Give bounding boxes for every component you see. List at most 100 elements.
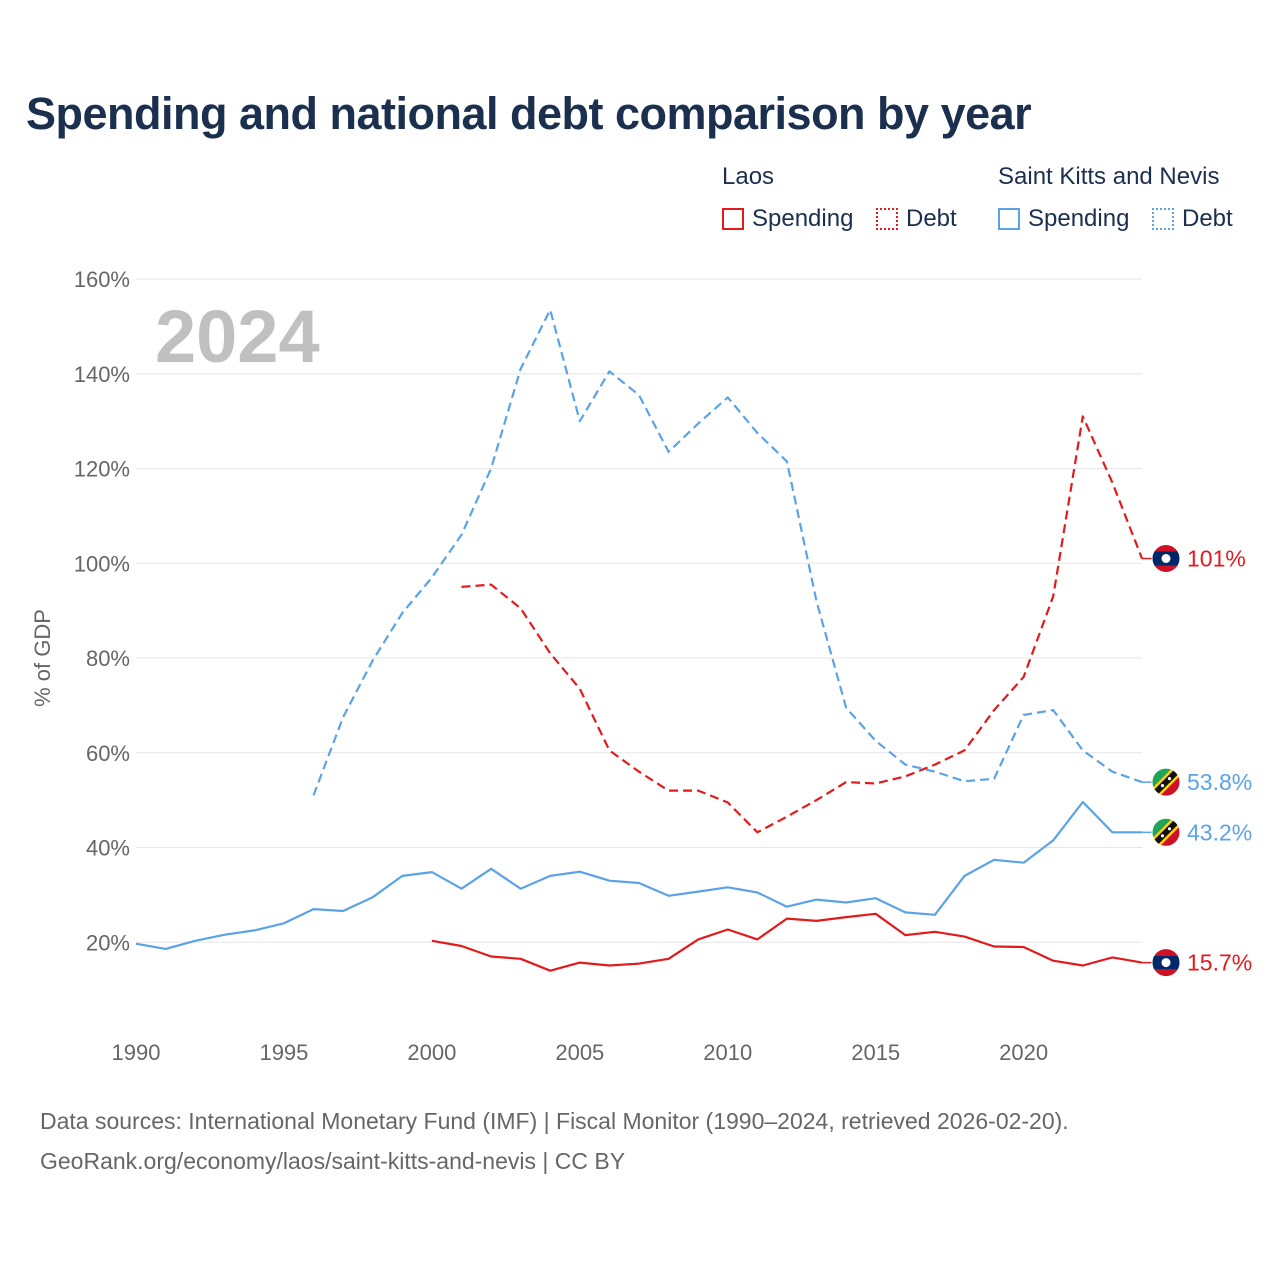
- data-point-saint-kitts-and-nevis-debt: [930, 767, 940, 777]
- data-point-laos-spending: [693, 934, 703, 944]
- data-point-saint-kitts-and-nevis-spending: [900, 907, 910, 917]
- y-tick-label: 60%: [86, 741, 130, 766]
- data-point-laos-debt: [634, 767, 644, 777]
- end-label-saint-kitts-and-nevis-spending: 43.2%: [1187, 819, 1252, 845]
- data-point-laos-spending: [989, 942, 999, 952]
- data-point-saint-kitts-and-nevis-spending: [575, 867, 585, 877]
- data-point-laos-spending: [486, 951, 496, 961]
- data-point-laos-debt: [516, 603, 526, 613]
- legend-swatch-laos-spending: [722, 208, 744, 230]
- data-point-saint-kitts-and-nevis-spending: [486, 864, 496, 874]
- data-point-laos-debt: [782, 812, 792, 822]
- data-point-saint-kitts-and-nevis-debt: [693, 418, 703, 428]
- data-point-saint-kitts-and-nevis-debt: [871, 736, 881, 746]
- data-point-saint-kitts-and-nevis-debt: [338, 712, 348, 722]
- data-point-laos-spending: [782, 914, 792, 924]
- data-point-laos-debt: [456, 582, 466, 592]
- end-label-laos-debt: 101%: [1187, 546, 1246, 572]
- legend-swatch-laos-debt: [876, 208, 898, 230]
- data-point-saint-kitts-and-nevis-spending: [516, 884, 526, 894]
- data-point-laos-debt: [930, 760, 940, 770]
- data-point-laos-debt: [723, 797, 733, 807]
- data-point-laos-debt: [545, 648, 555, 658]
- data-point-laos-debt: [486, 580, 496, 590]
- data-point-saint-kitts-and-nevis-spending: [161, 944, 171, 954]
- legend-item-skn-debt[interactable]: Debt: [1152, 204, 1233, 234]
- data-point-saint-kitts-and-nevis-spending: [812, 895, 822, 905]
- end-label-laos-spending: 15.7%: [1187, 950, 1252, 976]
- data-point-saint-kitts-and-nevis-debt: [989, 774, 999, 784]
- y-tick-label: 140%: [74, 362, 130, 387]
- data-point-saint-kitts-and-nevis-debt: [1137, 777, 1147, 787]
- data-point-saint-kitts-and-nevis-spending: [604, 876, 614, 886]
- data-point-laos-spending: [930, 927, 940, 937]
- data-point-laos-debt: [841, 777, 851, 787]
- data-point-laos-spending: [959, 932, 969, 942]
- data-point-laos-debt: [604, 745, 614, 755]
- data-point-saint-kitts-and-nevis-spending: [752, 888, 762, 898]
- data-point-saint-kitts-and-nevis-debt: [427, 572, 437, 582]
- data-point-saint-kitts-and-nevis-debt: [1107, 767, 1117, 777]
- data-point-laos-debt: [1137, 554, 1147, 564]
- data-point-laos-debt: [752, 827, 762, 837]
- data-point-saint-kitts-and-nevis-debt: [486, 464, 496, 474]
- data-point-laos-spending: [1048, 956, 1058, 966]
- series-line-laos-debt: [461, 415, 1144, 834]
- legend-item-laos-debt[interactable]: Debt: [876, 204, 957, 234]
- data-point-laos-debt: [664, 786, 674, 796]
- data-point-saint-kitts-and-nevis-debt: [959, 776, 969, 786]
- y-axis-label: % of GDP: [30, 609, 55, 707]
- data-point-laos-spending: [545, 966, 555, 976]
- data-point-laos-debt: [989, 705, 999, 715]
- footer-attribution[interactable]: GeoRank.org/economy/laos/saint-kitts-and…: [40, 1148, 626, 1174]
- x-tick-label: 2005: [555, 1040, 604, 1065]
- laos-flag-icon: [1151, 948, 1181, 978]
- data-point-saint-kitts-and-nevis-spending: [427, 867, 437, 877]
- legend-item-skn-spending[interactable]: Spending: [998, 204, 1129, 234]
- data-point-laos-debt: [812, 795, 822, 805]
- data-point-saint-kitts-and-nevis-spending: [456, 884, 466, 894]
- data-point-saint-kitts-and-nevis-debt: [575, 416, 585, 426]
- data-point-saint-kitts-and-nevis-debt: [752, 428, 762, 438]
- data-point-saint-kitts-and-nevis-spending: [309, 904, 319, 914]
- data-point-saint-kitts-and-nevis-debt: [723, 392, 733, 402]
- data-point-laos-debt: [575, 684, 585, 694]
- data-point-saint-kitts-and-nevis-debt: [397, 608, 407, 618]
- chart-title: Spending and national debt comparison by…: [26, 88, 1032, 139]
- series-line-saint-kitts-and-nevis-spending: [135, 800, 1142, 951]
- data-point-laos-spending: [456, 941, 466, 951]
- data-point-saint-kitts-and-nevis-debt: [634, 390, 644, 400]
- data-point-laos-debt: [900, 771, 910, 781]
- x-tick-label: 1995: [259, 1040, 308, 1065]
- data-point-saint-kitts-and-nevis-spending: [1107, 827, 1117, 837]
- data-point-laos-spending: [1078, 960, 1088, 970]
- data-point-saint-kitts-and-nevis-spending: [959, 871, 969, 881]
- data-point-laos-spending: [841, 912, 851, 922]
- y-tick-label: 80%: [86, 646, 130, 671]
- x-tick-label: 2010: [703, 1040, 752, 1065]
- data-point-saint-kitts-and-nevis-spending: [279, 918, 289, 928]
- data-point-saint-kitts-and-nevis-debt: [812, 596, 822, 606]
- data-point-saint-kitts-and-nevis-spending: [131, 939, 141, 949]
- legend-swatch-skn-spending: [998, 208, 1020, 230]
- data-point-laos-spending: [1137, 958, 1147, 968]
- legend-label-skn-spending: Spending: [1028, 205, 1130, 232]
- data-point-saint-kitts-and-nevis-spending: [782, 902, 792, 912]
- data-point-saint-kitts-and-nevis-spending: [220, 930, 230, 940]
- legend-item-laos-spending[interactable]: Spending: [722, 204, 853, 234]
- data-point-laos-spending: [812, 916, 822, 926]
- data-point-laos-spending: [427, 936, 437, 946]
- y-tick-label: 40%: [86, 836, 130, 861]
- legend-group-laos: Laos: [722, 163, 775, 190]
- data-point-laos-debt: [1019, 672, 1029, 682]
- y-tick-label: 100%: [74, 551, 130, 576]
- x-tick-label: 2020: [999, 1040, 1048, 1065]
- data-point-saint-kitts-and-nevis-spending: [190, 936, 200, 946]
- y-tick-label: 160%: [74, 267, 130, 292]
- data-point-laos-debt: [1078, 411, 1088, 421]
- data-point-saint-kitts-and-nevis-debt: [368, 655, 378, 665]
- data-point-laos-spending: [752, 934, 762, 944]
- saint-kitts-and-nevis-flag-icon: [1151, 817, 1181, 847]
- data-point-laos-spending: [1019, 942, 1029, 952]
